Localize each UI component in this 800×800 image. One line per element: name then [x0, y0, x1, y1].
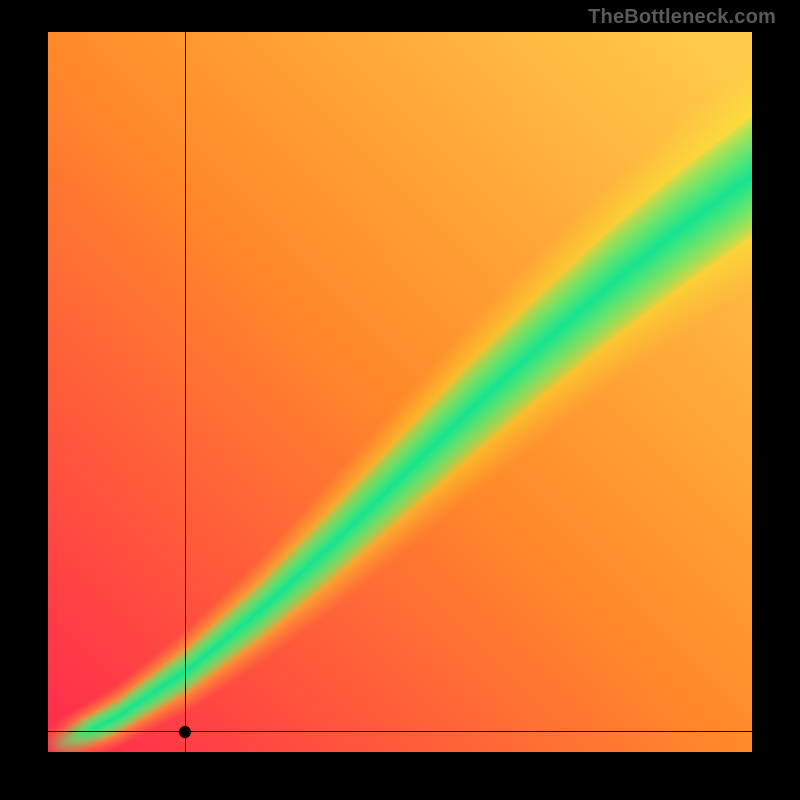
watermark-text: TheBottleneck.com	[588, 6, 776, 29]
chart-frame: { "watermark": { "text": "TheBottleneck.…	[0, 0, 800, 800]
heatmap-canvas	[48, 32, 752, 752]
crosshair-marker	[179, 726, 191, 738]
crosshair-vertical	[185, 32, 186, 752]
plot-area	[48, 32, 752, 752]
crosshair-horizontal	[48, 731, 752, 732]
